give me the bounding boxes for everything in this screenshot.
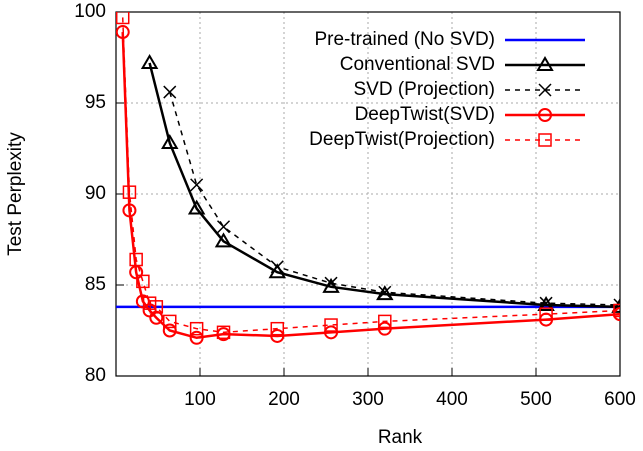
- legend: Pre-trained (No SVD) Conventional SVD SVD …: [309, 29, 585, 150]
- marker: [189, 321, 204, 336]
- marker: [270, 328, 285, 343]
- legend-label: DeepTwist(SVD): [355, 104, 495, 125]
- series-line: [148, 62, 620, 309]
- marker: [163, 85, 177, 99]
- marker: [378, 314, 392, 329]
- marker: [122, 185, 137, 199]
- marker: [216, 220, 231, 234]
- x-axis-label: Rank: [378, 427, 423, 448]
- marker: [324, 318, 338, 332]
- marker: [190, 178, 204, 192]
- marker: [270, 260, 284, 274]
- x-tick-label: 600: [604, 389, 636, 410]
- series-line: [121, 17, 620, 334]
- plot-area: [116, 12, 620, 345]
- marker: [149, 300, 164, 314]
- marker: [136, 274, 150, 289]
- marker: [539, 296, 553, 310]
- plot-frame: [115, 11, 621, 377]
- marker: [162, 323, 177, 338]
- marker: [116, 12, 130, 25]
- y-tick-label: 85: [85, 274, 106, 295]
- y-tick-label: 80: [85, 365, 106, 386]
- marker: [376, 285, 394, 301]
- x-tick-label: 400: [436, 389, 468, 410]
- series-line: [169, 91, 620, 306]
- marker: [122, 203, 137, 218]
- marker: [537, 296, 555, 312]
- legend-label: Pre-trained (No SVD): [314, 29, 495, 50]
- legend-label: SVD (Projection): [354, 79, 496, 100]
- x-tick-label: 300: [352, 389, 384, 410]
- marker: [161, 134, 179, 150]
- legend-marker: [538, 133, 552, 147]
- marker: [539, 307, 553, 321]
- marker: [129, 252, 143, 267]
- marker: [189, 330, 204, 345]
- marker: [214, 232, 233, 248]
- marker: [216, 325, 231, 340]
- marker: [378, 285, 392, 299]
- marker: [270, 321, 285, 336]
- marker: [324, 276, 338, 290]
- marker: [324, 325, 339, 340]
- legend-marker: [538, 108, 552, 122]
- legend-marker: [536, 56, 554, 71]
- marker: [140, 53, 159, 69]
- legend-label: Conventional SVD: [340, 54, 495, 75]
- y-tick-label: 90: [85, 183, 106, 204]
- marker: [613, 303, 620, 318]
- y-axis-label: Test Perplexity: [5, 132, 26, 256]
- legend-label: DeepTwist(Projection): [309, 129, 495, 150]
- x-tick-label: 100: [184, 389, 216, 410]
- marker: [611, 297, 620, 313]
- x-tick-label: 200: [268, 389, 300, 410]
- marker: [149, 310, 164, 325]
- x-tick-label: 500: [520, 389, 552, 410]
- marker: [116, 25, 130, 40]
- y-tick-label: 95: [85, 92, 106, 113]
- marker: [377, 321, 392, 336]
- legend-marker: [538, 83, 552, 97]
- marker: [187, 199, 206, 215]
- marker: [163, 314, 177, 329]
- y-tick-label: 100: [74, 1, 106, 22]
